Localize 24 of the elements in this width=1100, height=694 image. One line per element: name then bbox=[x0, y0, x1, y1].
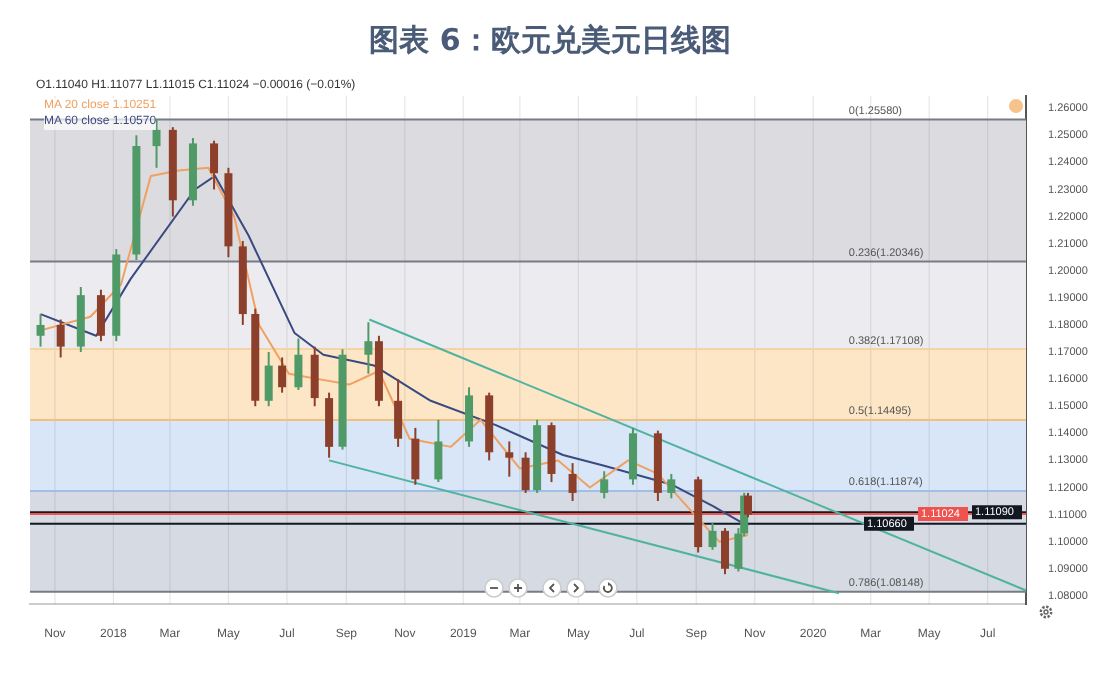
candlestick bbox=[465, 386, 474, 448]
candlestick bbox=[667, 472, 676, 500]
candlestick bbox=[210, 139, 219, 191]
candlestick bbox=[600, 470, 609, 500]
candlestick bbox=[521, 451, 530, 494]
candlestick bbox=[264, 351, 273, 408]
candlestick bbox=[310, 345, 319, 408]
candlestick bbox=[411, 426, 420, 486]
candlestick bbox=[294, 337, 303, 391]
candlestick bbox=[394, 378, 403, 448]
candlestick bbox=[505, 440, 514, 478]
candlestick bbox=[56, 318, 65, 359]
candlestick bbox=[96, 288, 105, 343]
chart-title: 图表 6：欧元兑美元日线图 bbox=[367, 22, 733, 60]
candlestick bbox=[434, 418, 443, 484]
candlestick bbox=[36, 313, 45, 348]
candlestick bbox=[744, 491, 752, 519]
candlestick bbox=[708, 521, 717, 551]
candlestick bbox=[721, 527, 729, 576]
candlestick bbox=[364, 321, 373, 375]
candlestick bbox=[568, 462, 577, 503]
candlestick bbox=[628, 426, 637, 486]
candlestick bbox=[278, 356, 287, 394]
candlestick bbox=[152, 118, 161, 169]
